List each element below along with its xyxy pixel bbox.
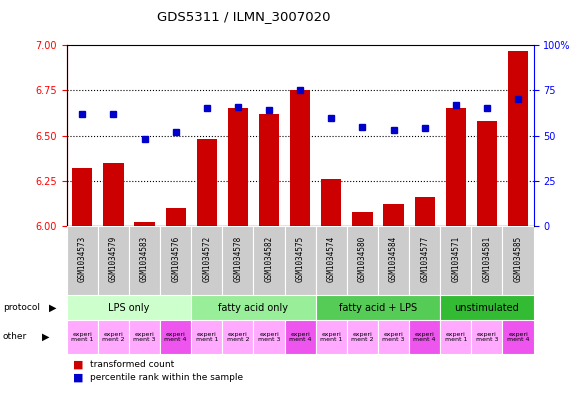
Text: GSM1034574: GSM1034574 — [327, 236, 336, 282]
Text: experi
ment 2: experi ment 2 — [227, 332, 249, 342]
Bar — [502, 320, 534, 354]
Bar — [253, 226, 285, 295]
Bar — [191, 226, 222, 295]
Text: ■: ■ — [72, 372, 83, 382]
Text: ■: ■ — [72, 359, 83, 369]
Text: fatty acid + LPS: fatty acid + LPS — [339, 303, 417, 312]
Bar — [98, 320, 129, 354]
Bar — [160, 320, 191, 354]
Bar — [316, 320, 347, 354]
Text: experi
ment 1: experi ment 1 — [195, 332, 218, 342]
Text: experi
ment 1: experi ment 1 — [320, 332, 342, 342]
Text: experi
ment 4: experi ment 4 — [164, 332, 187, 342]
Bar — [383, 204, 404, 226]
Bar — [316, 226, 347, 295]
Text: protocol: protocol — [3, 303, 40, 312]
Text: GSM1034581: GSM1034581 — [483, 236, 491, 282]
Text: experi
ment 1: experi ment 1 — [71, 332, 93, 342]
Bar — [135, 222, 155, 226]
Text: transformed count: transformed count — [90, 360, 174, 369]
Bar — [67, 320, 98, 354]
Bar — [259, 114, 279, 226]
Bar — [160, 226, 191, 295]
Text: GSM1034577: GSM1034577 — [420, 236, 429, 282]
Text: percentile rank within the sample: percentile rank within the sample — [90, 373, 243, 382]
Bar — [409, 320, 440, 354]
Text: GSM1034579: GSM1034579 — [109, 236, 118, 282]
Text: unstimulated: unstimulated — [455, 303, 519, 312]
Text: LPS only: LPS only — [108, 303, 150, 312]
Bar — [165, 208, 186, 226]
Bar — [445, 108, 466, 226]
Text: GSM1034572: GSM1034572 — [202, 236, 211, 282]
Text: experi
ment 3: experi ment 3 — [258, 332, 280, 342]
Bar — [222, 226, 253, 295]
Text: ▶: ▶ — [42, 332, 50, 342]
Text: experi
ment 1: experi ment 1 — [445, 332, 467, 342]
Bar — [409, 226, 440, 295]
Text: GSM1034573: GSM1034573 — [78, 236, 87, 282]
Text: GSM1034583: GSM1034583 — [140, 236, 149, 282]
Bar — [191, 295, 316, 320]
Bar — [347, 320, 378, 354]
Text: experi
ment 3: experi ment 3 — [476, 332, 498, 342]
Bar — [129, 226, 160, 295]
Text: GSM1034585: GSM1034585 — [513, 236, 523, 282]
Bar — [103, 163, 124, 226]
Text: fatty acid only: fatty acid only — [219, 303, 288, 312]
Bar — [415, 197, 435, 226]
Bar — [440, 295, 534, 320]
Text: experi
ment 4: experi ment 4 — [507, 332, 530, 342]
Bar — [502, 226, 534, 295]
Bar — [378, 320, 409, 354]
Bar — [378, 226, 409, 295]
Bar — [67, 295, 191, 320]
Bar — [316, 295, 440, 320]
Text: GSM1034576: GSM1034576 — [171, 236, 180, 282]
Text: GSM1034571: GSM1034571 — [451, 236, 461, 282]
Bar — [129, 320, 160, 354]
Text: other: other — [3, 332, 27, 342]
Text: experi
ment 4: experi ment 4 — [414, 332, 436, 342]
Text: experi
ment 2: experi ment 2 — [102, 332, 125, 342]
Bar — [285, 320, 316, 354]
Text: GSM1034582: GSM1034582 — [264, 236, 274, 282]
Bar — [72, 168, 92, 226]
Bar — [347, 226, 378, 295]
Bar — [253, 320, 285, 354]
Bar — [508, 51, 528, 226]
Bar — [67, 226, 98, 295]
Bar — [285, 226, 316, 295]
Bar — [472, 320, 502, 354]
Text: GDS5311 / ILMN_3007020: GDS5311 / ILMN_3007020 — [157, 10, 330, 23]
Bar — [321, 179, 342, 226]
Bar — [440, 320, 472, 354]
Text: experi
ment 3: experi ment 3 — [382, 332, 405, 342]
Bar — [222, 320, 253, 354]
Bar — [98, 226, 129, 295]
Text: ▶: ▶ — [49, 303, 57, 312]
Bar — [191, 320, 222, 354]
Bar — [197, 139, 217, 226]
Text: experi
ment 2: experi ment 2 — [351, 332, 374, 342]
Text: GSM1034578: GSM1034578 — [233, 236, 242, 282]
Text: GSM1034580: GSM1034580 — [358, 236, 367, 282]
Bar — [440, 226, 472, 295]
Bar — [472, 226, 502, 295]
Text: GSM1034575: GSM1034575 — [296, 236, 304, 282]
Bar — [228, 108, 248, 226]
Text: experi
ment 3: experi ment 3 — [133, 332, 156, 342]
Text: experi
ment 4: experi ment 4 — [289, 332, 311, 342]
Bar — [290, 90, 310, 226]
Bar — [352, 211, 372, 226]
Bar — [477, 121, 497, 226]
Text: GSM1034584: GSM1034584 — [389, 236, 398, 282]
